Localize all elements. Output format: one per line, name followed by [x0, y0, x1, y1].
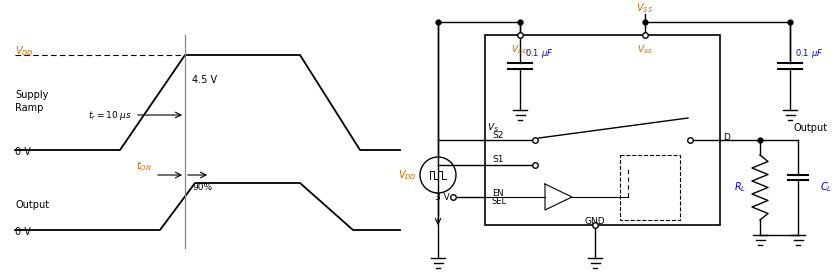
Text: S1: S1 — [492, 155, 503, 165]
Text: 3 V: 3 V — [435, 193, 450, 202]
Bar — [620, 155, 680, 220]
Text: 0 V: 0 V — [15, 147, 31, 157]
Text: 0 V: 0 V — [15, 227, 31, 237]
Text: $V_{DD}$: $V_{DD}$ — [511, 44, 529, 56]
Text: $V_{DD}$: $V_{DD}$ — [15, 44, 34, 58]
Text: $R_L$: $R_L$ — [734, 180, 746, 194]
Text: $V_{SS}$: $V_{SS}$ — [636, 1, 654, 15]
Text: GND: GND — [585, 218, 606, 227]
Text: 4.5 V: 4.5 V — [192, 75, 217, 85]
Text: $t_{ON}$: $t_{ON}$ — [136, 159, 152, 173]
Text: $0.1\ \mu F$: $0.1\ \mu F$ — [525, 46, 553, 60]
Text: $0.1\ \mu F$: $0.1\ \mu F$ — [795, 46, 824, 60]
Text: SEL: SEL — [492, 197, 508, 207]
Text: $V_{DD}$: $V_{DD}$ — [399, 168, 417, 182]
Text: 90%: 90% — [192, 183, 212, 193]
Text: D: D — [723, 134, 730, 143]
Text: Output: Output — [793, 123, 827, 133]
Text: Ramp: Ramp — [15, 103, 43, 113]
Text: Supply: Supply — [15, 90, 48, 100]
Text: Output: Output — [15, 200, 49, 210]
Text: $t_r = 10\ \mu s$: $t_r = 10\ \mu s$ — [88, 109, 132, 122]
Text: S2: S2 — [492, 130, 503, 139]
Text: $V_{SS}$: $V_{SS}$ — [637, 44, 653, 56]
Text: $V_S$: $V_S$ — [487, 122, 499, 134]
Text: EN: EN — [492, 188, 503, 197]
Text: $C_L$: $C_L$ — [820, 180, 832, 194]
Bar — [485, 35, 720, 225]
